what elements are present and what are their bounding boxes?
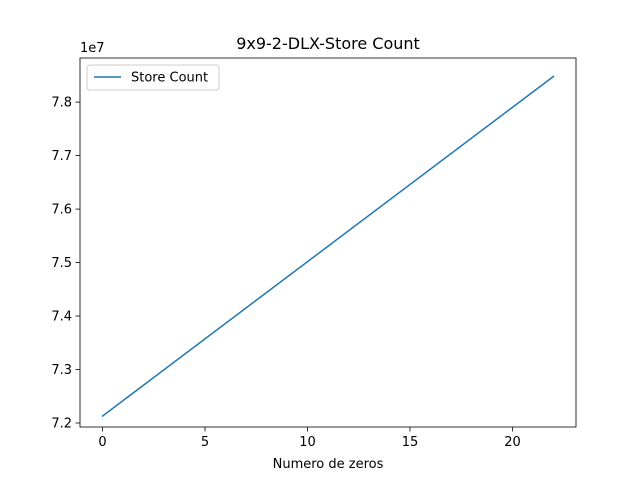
y-tick-label-0: 7.2 [51,416,72,431]
legend-label-0: Store Count [131,71,208,86]
chart-title: 9x9-2-DLX-Store Count [236,34,420,53]
y-tick-label-2: 7.4 [51,310,72,325]
y-tick-label-4: 7.6 [51,203,72,218]
y-tick-label-6: 7.8 [51,96,72,111]
y-tick-label-3: 7.5 [51,256,72,271]
y-tick-label-1: 7.3 [51,363,72,378]
plot-area: 0 5 10 15 20 7.2 7.3 7.4 7.5 7.6 7.7 7.8 [51,57,577,450]
x-tick-label-4: 20 [504,435,521,450]
series-line-0 [101,75,555,418]
x-tick-label-3: 15 [402,435,419,450]
legend-box [86,64,220,91]
x-tick-label-1: 5 [201,435,209,450]
legend: Store Count [86,64,220,91]
axes-frame [79,57,577,428]
x-axis-label: Numero de zeros [273,457,384,472]
y-tick-label-5: 7.7 [51,149,72,164]
x-tick-label-2: 10 [299,435,316,450]
x-tick-label-0: 0 [98,435,106,450]
y-offset-label: 1e7 [80,41,105,56]
